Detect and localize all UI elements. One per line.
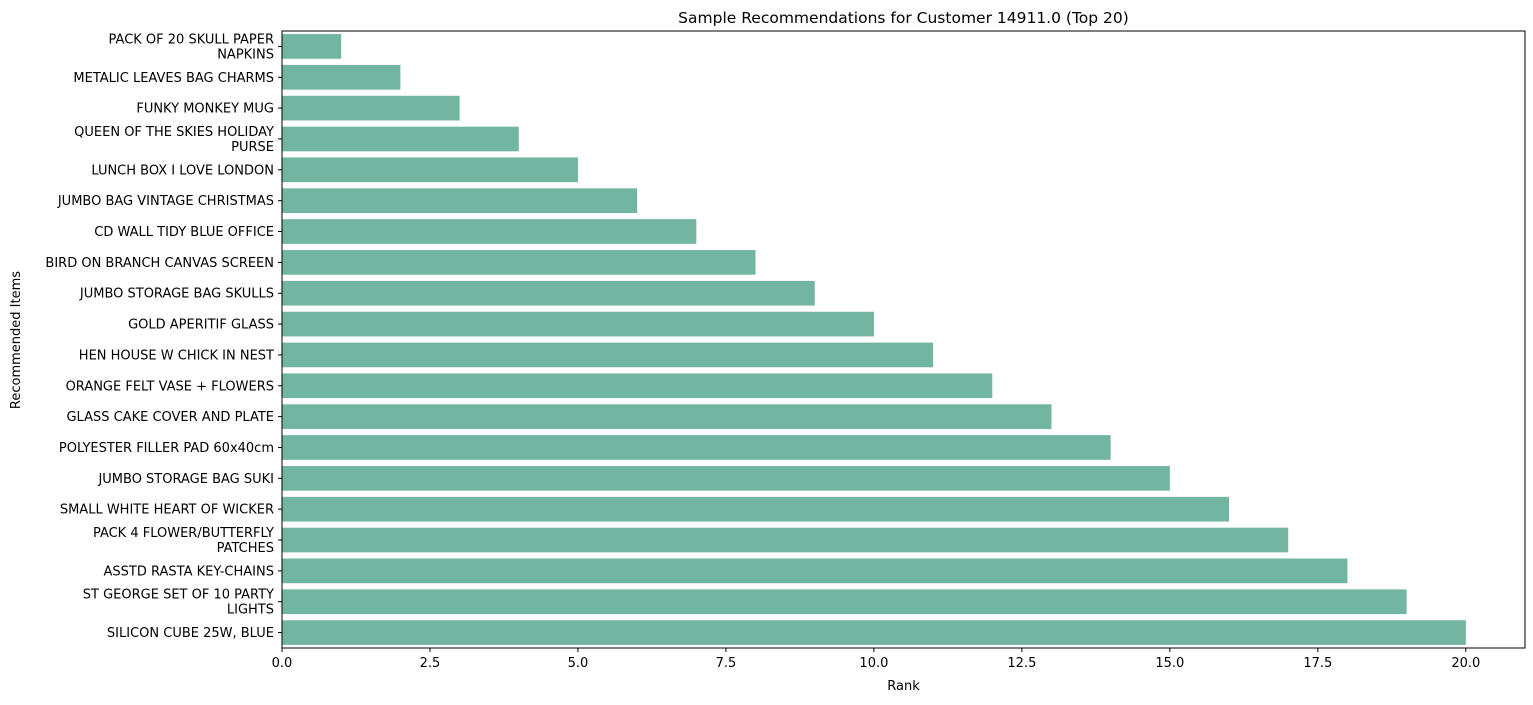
y-tick-label: FUNKY MONKEY MUG: [136, 102, 274, 117]
y-tick-label: PACK 4 FLOWER/BUTTERFLY: [93, 526, 274, 541]
bar-8: [282, 250, 756, 275]
y-tick-label: PACK OF 20 SKULL PAPER: [109, 32, 274, 47]
chart-title: Sample Recommendations for Customer 1491…: [678, 9, 1129, 27]
y-tick-label: NAPKINS: [217, 47, 274, 62]
x-axis-label: Rank: [887, 679, 920, 694]
y-tick-label: JUMBO STORAGE BAG SKULLS: [79, 287, 274, 302]
bar-4: [282, 126, 519, 152]
x-tick-label: 7.5: [716, 656, 737, 671]
x-tick-label: 17.5: [1303, 656, 1332, 671]
bar-19: [282, 589, 1407, 615]
bar-20: [282, 620, 1466, 645]
bar-10: [282, 311, 874, 337]
bar-9: [282, 280, 815, 306]
y-tick-label: METALIC LEAVES BAG CHARMS: [73, 71, 274, 86]
y-tick-label: QUEEN OF THE SKIES HOLIDAY: [74, 125, 274, 140]
y-axis-label: Recommended Items: [9, 271, 24, 409]
x-axis-ticks: 0.0 2.5 5.0 7.5 10.0 12.5 15.0 17.5 20.0: [272, 648, 1480, 671]
bar-11: [282, 342, 934, 368]
bar-2: [282, 64, 401, 90]
y-tick-label: HEN HOUSE W CHICK IN NEST: [79, 348, 274, 363]
bar-1: [282, 34, 342, 59]
y-tick-label: POLYESTER FILLER PAD 60x40cm: [59, 441, 274, 456]
y-tick-label: GOLD APERITIF GLASS: [128, 318, 274, 333]
x-tick-label: 12.5: [1007, 656, 1036, 671]
bar-15: [282, 465, 1170, 491]
y-tick-label: CD WALL TIDY BLUE OFFICE: [94, 225, 274, 240]
bar-17: [282, 527, 1289, 553]
bar-16: [282, 496, 1230, 522]
bar-18: [282, 558, 1348, 584]
y-tick-label: JUMBO BAG VINTAGE CHRISTMAS: [57, 194, 274, 209]
plot-frame: [281, 30, 1526, 649]
x-tick-label: 15.0: [1155, 656, 1184, 671]
y-tick-label: LIGHTS: [227, 603, 274, 618]
x-tick-label: 0.0: [272, 656, 293, 671]
y-tick-label: BIRD ON BRANCH CANVAS SCREEN: [45, 256, 274, 271]
axes-layer: [281, 30, 1526, 649]
y-tick-label: LUNCH BOX I LOVE LONDON: [91, 163, 274, 178]
y-tick-label: SMALL WHITE HEART OF WICKER: [60, 503, 274, 518]
bar-6: [282, 188, 638, 214]
y-tick-label: ORANGE FELT VASE + FLOWERS: [66, 379, 274, 394]
x-tick-label: 2.5: [420, 656, 441, 671]
bar-7: [282, 219, 697, 244]
x-tick-label: 10.0: [859, 656, 888, 671]
bar-14: [282, 435, 1111, 460]
bar-3: [282, 95, 460, 121]
y-tick-label: GLASS CAKE COVER AND PLATE: [66, 410, 274, 425]
y-tick-label: ST GEORGE SET OF 10 PARTY: [83, 588, 274, 603]
x-tick-label: 20.0: [1451, 656, 1480, 671]
x-tick-label: 5.0: [568, 656, 589, 671]
bar-13: [282, 404, 1052, 429]
bars-layer: [282, 34, 1466, 645]
y-tick-label: SILICON CUBE 25W, BLUE: [107, 626, 274, 641]
y-tick-label: PATCHES: [217, 541, 274, 556]
bar-5: [282, 157, 578, 183]
y-tick-label: PURSE: [231, 140, 274, 155]
y-tick-label: ASSTD RASTA KEY-CHAINS: [104, 564, 274, 579]
y-tick-label: JUMBO STORAGE BAG SUKI: [97, 472, 274, 487]
bar-12: [282, 373, 993, 399]
